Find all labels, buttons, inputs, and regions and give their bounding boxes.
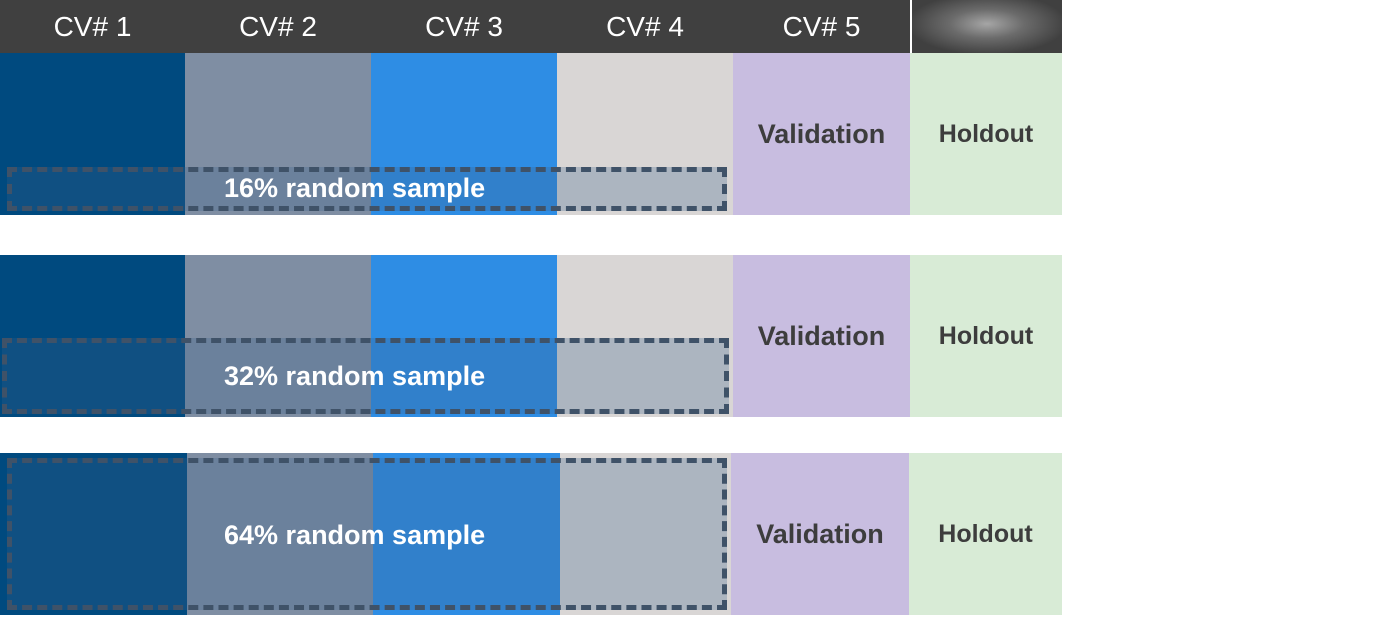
random-sample-label: 32% random sample bbox=[224, 361, 486, 391]
random-sample-box bbox=[7, 167, 727, 211]
random-sample-box bbox=[7, 458, 727, 610]
fold-block-1 bbox=[0, 53, 185, 215]
fold-header-cv5: CV# 5 bbox=[782, 11, 861, 42]
fold-header-cv1: CV# 1 bbox=[53, 11, 132, 42]
fold-header-bar: CV# 1 CV# 2 CV# 3 CV# 4 CV# 5 bbox=[0, 0, 910, 53]
fold-header-cv4: CV# 4 bbox=[606, 11, 684, 42]
validation-block bbox=[733, 53, 910, 215]
validation-label: Validation bbox=[757, 118, 886, 149]
validation-block bbox=[733, 255, 910, 417]
validation-label: Validation bbox=[757, 320, 886, 351]
holdout-header-cell bbox=[912, 0, 1062, 53]
fold-block-2 bbox=[185, 255, 371, 417]
holdout-label: Holdout bbox=[938, 119, 1034, 148]
sample-row-32: Validation Holdout 32% random sample bbox=[0, 255, 1062, 417]
holdout-block bbox=[910, 255, 1062, 417]
fold-block-4 bbox=[560, 453, 731, 615]
fold-block-3 bbox=[371, 53, 557, 215]
random-sample-label: 64% random sample bbox=[224, 520, 486, 550]
sample-row-16: Validation Holdout 16% random sample bbox=[0, 53, 1062, 215]
fold-block-1 bbox=[0, 255, 185, 417]
fold-header-cv2: CV# 2 bbox=[239, 11, 317, 42]
holdout-label: Holdout bbox=[938, 519, 1033, 548]
fold-block-3 bbox=[373, 453, 560, 615]
holdout-label: Holdout bbox=[938, 321, 1034, 350]
fold-block-2 bbox=[185, 53, 371, 215]
fold-block-2 bbox=[187, 453, 373, 615]
random-sample-label: 16% random sample bbox=[224, 173, 486, 203]
holdout-block bbox=[909, 453, 1062, 615]
fold-header-cv3: CV# 3 bbox=[425, 11, 503, 42]
validation-block bbox=[731, 453, 909, 615]
holdout-block bbox=[910, 53, 1062, 215]
fold-block-3 bbox=[371, 255, 557, 417]
fold-block-1 bbox=[0, 453, 187, 615]
sample-row-64: Validation Holdout 64% random sample bbox=[0, 453, 1062, 615]
random-sample-box bbox=[2, 338, 729, 414]
fold-block-4 bbox=[557, 53, 733, 215]
fold-block-4 bbox=[557, 255, 733, 417]
validation-label: Validation bbox=[756, 518, 884, 549]
